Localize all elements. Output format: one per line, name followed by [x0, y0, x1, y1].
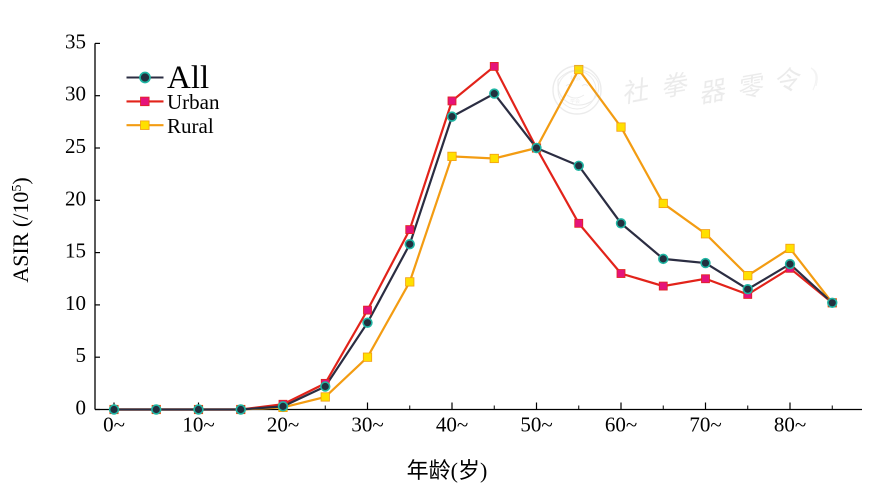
svg-text:50~: 50~ — [520, 413, 552, 437]
svg-text:10: 10 — [65, 291, 86, 315]
svg-text:40~: 40~ — [436, 413, 468, 437]
svg-text:学会: 学会 — [570, 98, 580, 105]
svg-text:25: 25 — [65, 134, 86, 158]
svg-text:5: 5 — [76, 343, 87, 367]
svg-text:0~: 0~ — [103, 413, 125, 437]
svg-text:Urban: Urban — [167, 90, 220, 114]
svg-text:ASIR (/105): ASIR (/105) — [8, 177, 33, 282]
svg-text:20~: 20~ — [267, 413, 299, 437]
svg-text:30~: 30~ — [351, 413, 383, 437]
svg-text:社会: 社会 — [570, 74, 582, 82]
svg-text:20: 20 — [65, 186, 86, 210]
svg-text:0: 0 — [76, 396, 87, 420]
svg-text:年龄(岁): 年龄(岁) — [407, 458, 488, 483]
svg-text:15: 15 — [65, 239, 86, 263]
svg-text:Rural: Rural — [167, 114, 214, 138]
svg-text:35: 35 — [65, 29, 86, 53]
svg-text:30: 30 — [65, 82, 86, 106]
svg-text:10~: 10~ — [182, 413, 214, 437]
svg-text:60~: 60~ — [605, 413, 637, 437]
svg-text:80~: 80~ — [774, 413, 806, 437]
svg-text:70~: 70~ — [689, 413, 721, 437]
